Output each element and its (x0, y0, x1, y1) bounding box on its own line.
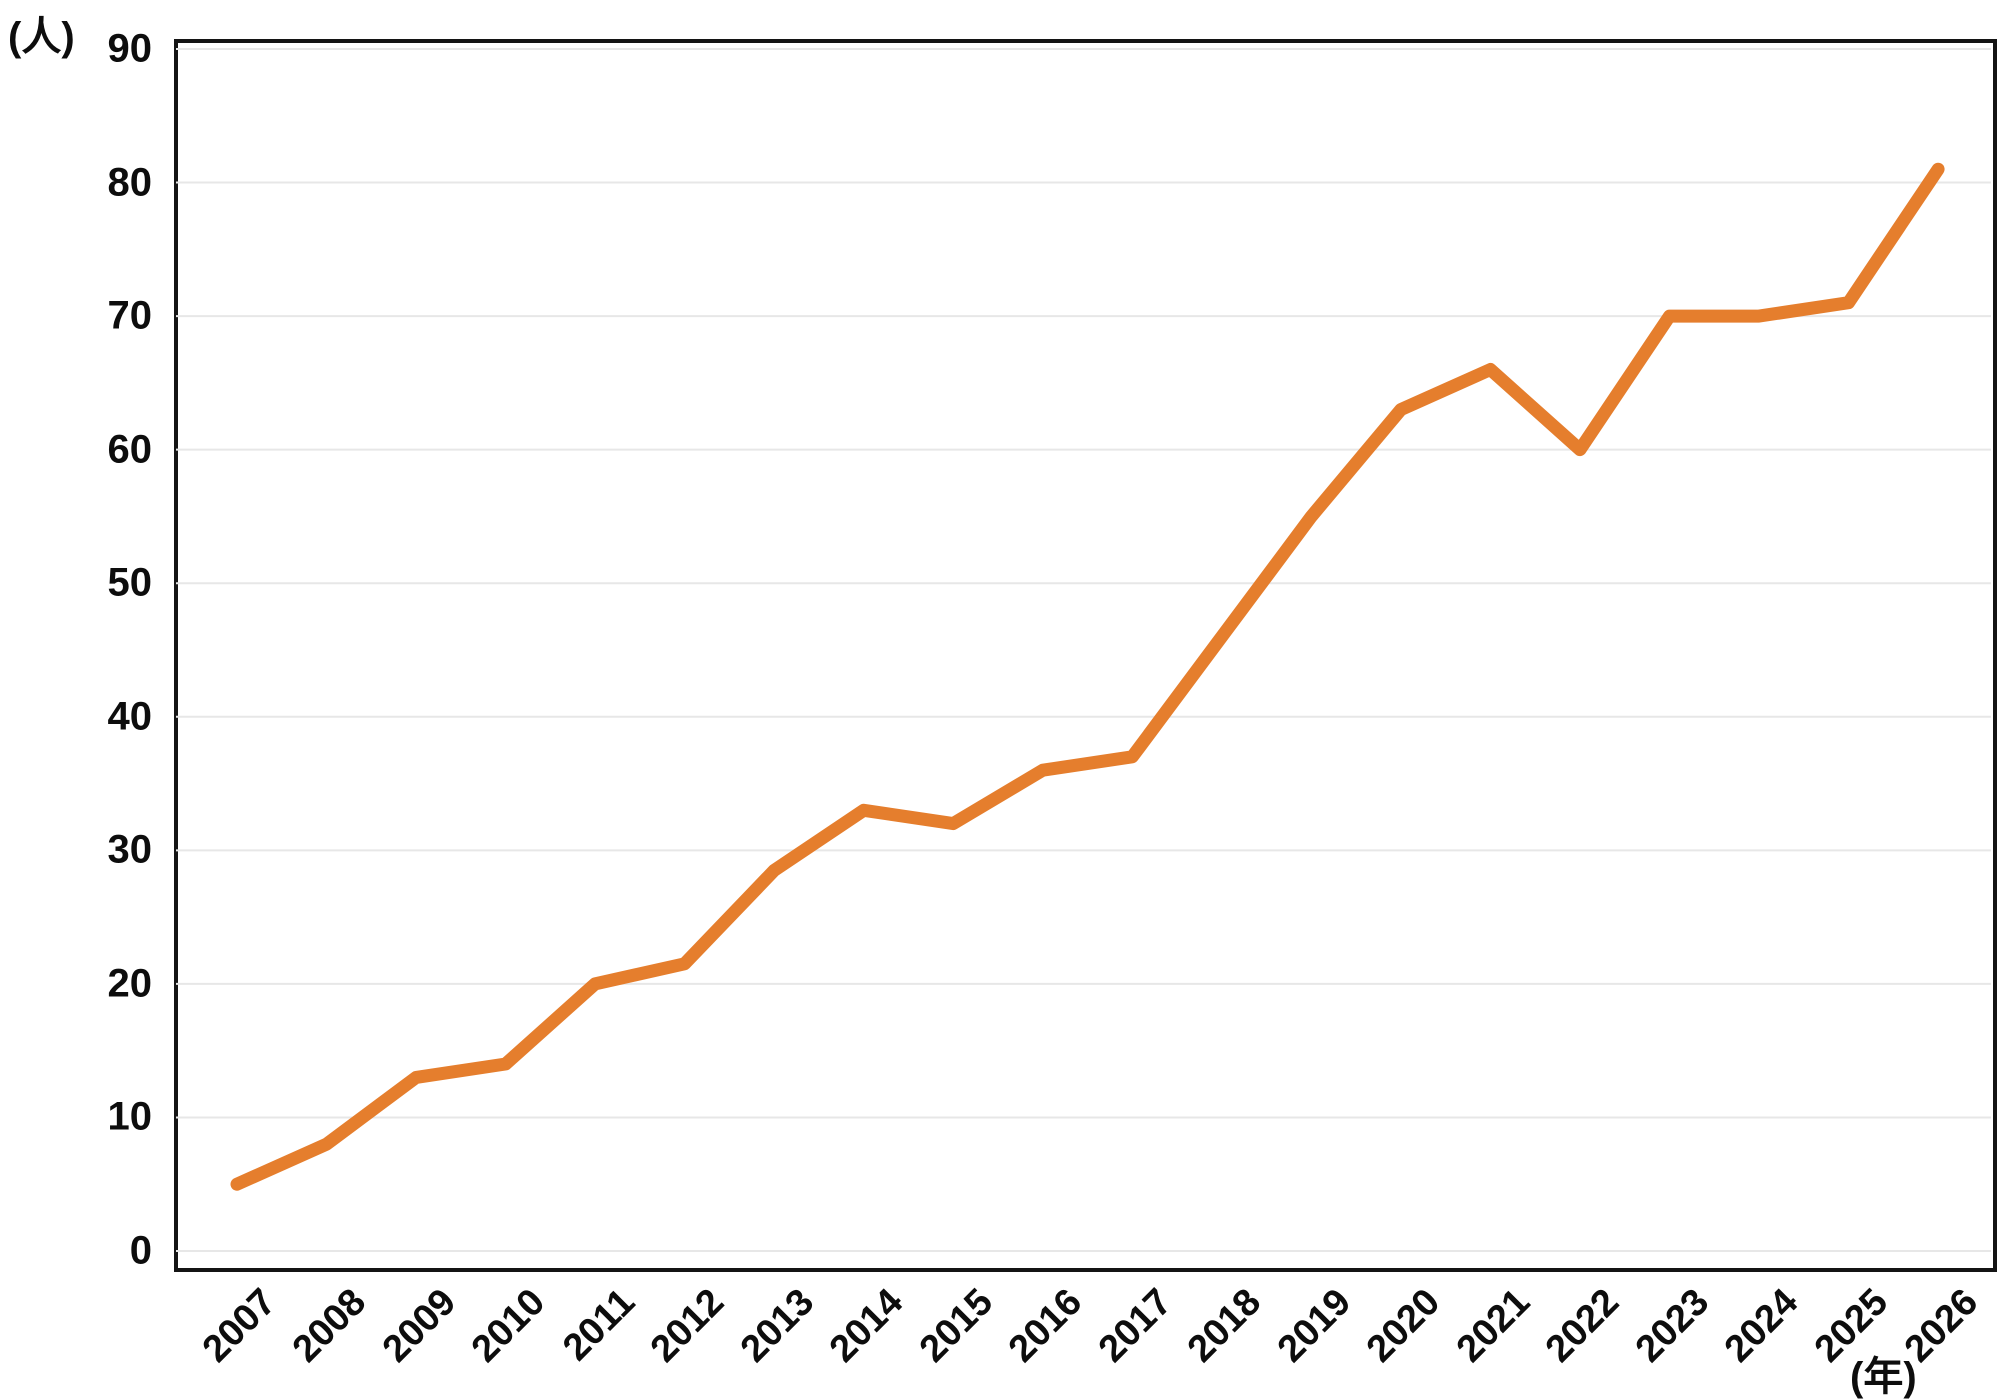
x-axis-unit-label: (年) (1850, 1355, 1917, 1399)
y-tick-label: 50 (107, 560, 153, 605)
x-tick-label: 2008 (284, 1281, 375, 1371)
x-tick-label: 2015 (911, 1281, 1001, 1371)
y-tick-label: 70 (107, 293, 153, 338)
y-tick-label: 90 (107, 26, 153, 71)
x-tick-label: 2010 (463, 1281, 554, 1371)
x-tick-label: 2009 (374, 1281, 464, 1371)
y-tick-label: 10 (107, 1094, 153, 1139)
x-tick-label: 2007 (195, 1281, 285, 1371)
x-tick-label: 2021 (1448, 1281, 1539, 1371)
x-tick-label: 2014 (821, 1281, 912, 1371)
y-tick-label: 80 (107, 160, 153, 205)
y-tick-label: 20 (107, 961, 153, 1006)
x-tick-label: 2012 (642, 1281, 733, 1371)
x-tick-label: 2022 (1538, 1281, 1628, 1371)
x-tick-label: 2016 (1000, 1281, 1091, 1371)
y-axis-unit-label: (人) (8, 15, 75, 59)
x-tick-label: 2017 (1090, 1281, 1181, 1371)
x-tick-label: 2019 (1269, 1281, 1360, 1371)
y-tick-label: 40 (107, 694, 153, 739)
x-tick-label: 2011 (554, 1281, 643, 1370)
x-tick-label: 2018 (1180, 1281, 1270, 1371)
y-tick-label: 60 (107, 427, 153, 472)
y-tick-label: 0 (129, 1228, 152, 1273)
x-tick-label: 2013 (732, 1281, 822, 1371)
x-tick-label: 2020 (1359, 1281, 1449, 1371)
plot-area (174, 39, 1997, 1272)
x-tick-label: 2024 (1717, 1281, 1807, 1371)
y-tick-label: 30 (107, 827, 153, 872)
x-tick-label: 2023 (1627, 1281, 1718, 1371)
